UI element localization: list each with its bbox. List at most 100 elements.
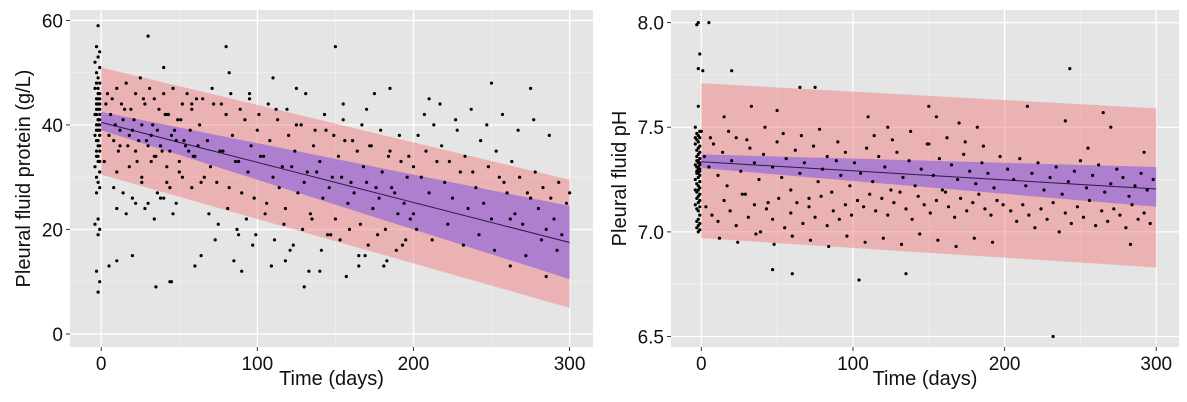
protein-data-point xyxy=(165,165,169,169)
protein-data-point xyxy=(179,118,183,122)
protein-data-point xyxy=(343,139,347,143)
protein-data-point xyxy=(96,24,100,28)
protein-data-point xyxy=(427,191,431,195)
ph-data-point xyxy=(886,125,890,129)
protein-data-point xyxy=(107,264,111,268)
protein-data-point xyxy=(376,233,380,237)
protein-data-point xyxy=(93,133,97,137)
ph-data-point xyxy=(722,115,726,119)
ph-data-point xyxy=(943,190,948,194)
ph-data-point xyxy=(781,131,785,136)
protein-data-point xyxy=(494,149,498,153)
ph-data-point xyxy=(783,226,787,230)
protein-data-point xyxy=(190,186,194,190)
ph-data-point xyxy=(807,196,811,200)
protein-data-point xyxy=(238,107,242,111)
protein-data-point xyxy=(568,191,572,195)
protein-data-point xyxy=(497,175,501,179)
ph-data-point xyxy=(1024,184,1028,188)
ph-data-point xyxy=(872,134,876,138)
protein-data-point xyxy=(365,107,369,111)
protein-data-point xyxy=(469,107,473,111)
protein-data-point xyxy=(115,206,119,211)
ph-data-point xyxy=(1139,171,1143,175)
protein-data-point xyxy=(180,175,184,179)
protein-data-point xyxy=(324,128,328,132)
ph-data-point xyxy=(1136,217,1140,221)
protein-data-point xyxy=(115,86,119,90)
protein-data-point xyxy=(294,123,298,127)
ph-data-point xyxy=(757,177,761,182)
ph-data-point xyxy=(758,230,763,234)
protein-data-point xyxy=(440,144,444,148)
ph-data-point xyxy=(1066,180,1070,184)
protein-data-point xyxy=(474,186,478,190)
protein-data-point xyxy=(212,102,216,106)
protein-data-point xyxy=(424,149,428,153)
ph-data-point xyxy=(956,177,960,182)
ph-data-point xyxy=(825,224,829,228)
ph-data-point xyxy=(1142,211,1146,215)
protein-data-point xyxy=(287,133,291,137)
ph-data-point xyxy=(1045,217,1049,221)
ph-data-point xyxy=(693,188,697,192)
ph-data-point xyxy=(931,173,935,177)
protein-data-point xyxy=(294,86,298,90)
protein-data-point xyxy=(458,170,462,174)
protein-data-point xyxy=(529,196,533,200)
ph-data-point xyxy=(907,159,911,163)
ph-data-point xyxy=(957,121,961,125)
protein-data-point xyxy=(207,212,211,216)
ph-data-point xyxy=(696,230,700,234)
protein-data-point xyxy=(98,81,102,85)
ph-data-point xyxy=(801,221,805,226)
protein-data-point xyxy=(191,154,195,158)
protein-data-point xyxy=(144,139,149,143)
protein-data-point xyxy=(285,107,289,111)
ph-data-point xyxy=(761,152,766,156)
protein-data-point xyxy=(143,102,147,106)
ph-data-point xyxy=(831,209,835,213)
ph-data-point xyxy=(849,213,854,217)
ph-data-point xyxy=(1072,169,1076,173)
ph-data-point xyxy=(855,198,860,203)
ph-data-point xyxy=(890,138,894,142)
protein-data-point xyxy=(408,217,412,221)
ph-data-point xyxy=(789,211,793,215)
ph-data-point xyxy=(1118,213,1122,217)
ph-data-point xyxy=(802,161,806,165)
protein-y-tick-label: 20 xyxy=(42,220,63,241)
ph-data-point xyxy=(730,69,734,73)
ph-data-point xyxy=(986,171,990,175)
protein-data-point xyxy=(489,81,494,85)
protein-data-point xyxy=(502,180,506,184)
protein-data-point xyxy=(516,128,520,132)
protein-data-point xyxy=(352,191,356,195)
ph-data-point xyxy=(922,203,926,207)
protein-data-point xyxy=(390,186,394,190)
ph-data-point xyxy=(910,217,914,221)
protein-data-point xyxy=(96,139,100,143)
ph-data-point xyxy=(752,161,756,165)
ph-data-point xyxy=(734,136,738,140)
protein-data-point xyxy=(162,65,166,70)
protein-data-point xyxy=(157,107,161,111)
protein-data-point xyxy=(404,238,408,242)
protein-data-point xyxy=(152,154,156,158)
ph-data-point xyxy=(702,154,706,159)
ph-data-point xyxy=(798,85,802,89)
protein-data-point xyxy=(322,112,327,117)
ph-data-point xyxy=(1086,146,1090,150)
ph-data-point xyxy=(693,136,697,140)
ph-data-point xyxy=(1001,203,1005,207)
protein-y-axis-title: Pleural fluid protein (g/L) xyxy=(13,70,35,288)
ph-data-point xyxy=(819,194,823,198)
ph-data-point xyxy=(827,244,831,249)
protein-data-point xyxy=(171,212,175,216)
protein-data-point xyxy=(290,165,294,169)
protein-data-point xyxy=(146,144,150,148)
protein-data-point xyxy=(333,217,337,221)
protein-data-point xyxy=(299,123,303,127)
protein-data-point xyxy=(539,238,544,242)
ph-data-point xyxy=(1018,157,1022,161)
